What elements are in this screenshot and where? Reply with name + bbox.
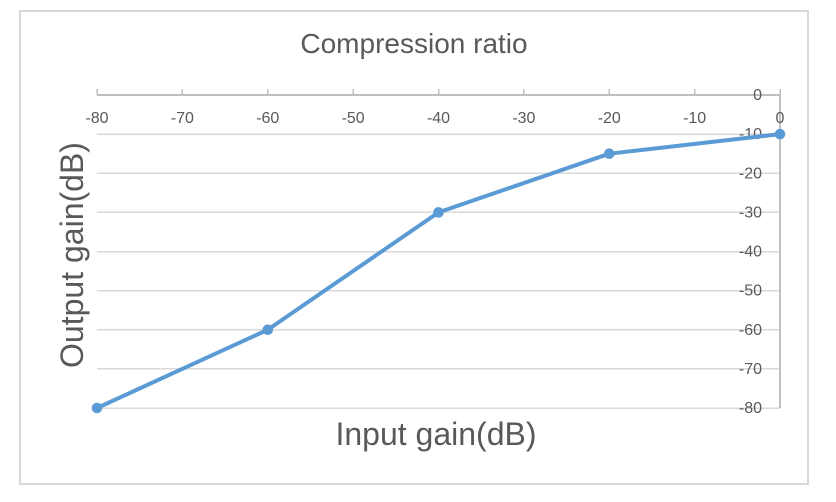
y-tick-label: -30	[739, 204, 762, 221]
data-point	[91, 402, 103, 414]
x-tick-label: 0	[776, 110, 785, 127]
data-points	[91, 128, 786, 414]
data-point	[774, 128, 786, 140]
x-tick-label: -50	[342, 110, 365, 127]
chart-frame	[19, 10, 809, 485]
y-tick-label: -40	[739, 244, 762, 261]
x-axis-title: Input gain(dB)	[335, 416, 537, 452]
x-tick-label: -30	[512, 110, 535, 127]
gridlines	[97, 133, 780, 409]
x-tick-label: -20	[598, 110, 621, 127]
x-tick-label: -70	[171, 110, 194, 127]
y-tick-label: -20	[739, 165, 762, 182]
x-tick-label: -80	[85, 110, 108, 127]
x-tick-labels: -80 -70 -60 -50 -40 -30 -20 -10 0	[85, 110, 784, 127]
x-tick-label: -40	[427, 110, 450, 127]
x-tick-label: -60	[256, 110, 279, 127]
y-tick-label: 0	[753, 87, 762, 104]
data-point	[603, 148, 615, 159]
x-axis	[96, 89, 781, 96]
y-tick-label: -60	[739, 322, 762, 339]
data-point	[433, 207, 444, 218]
x-tick-label: -10	[683, 110, 706, 127]
chart-title: Compression ratio	[300, 28, 528, 59]
y-tick-label: -70	[739, 361, 762, 378]
y-tick-label: -80	[739, 400, 762, 417]
data-point	[262, 324, 274, 336]
data-line	[95, 132, 782, 410]
y-tick-labels: 0-10-20-30-40-50-60-70-80	[739, 87, 762, 417]
y-tick-label: -50	[739, 283, 762, 300]
